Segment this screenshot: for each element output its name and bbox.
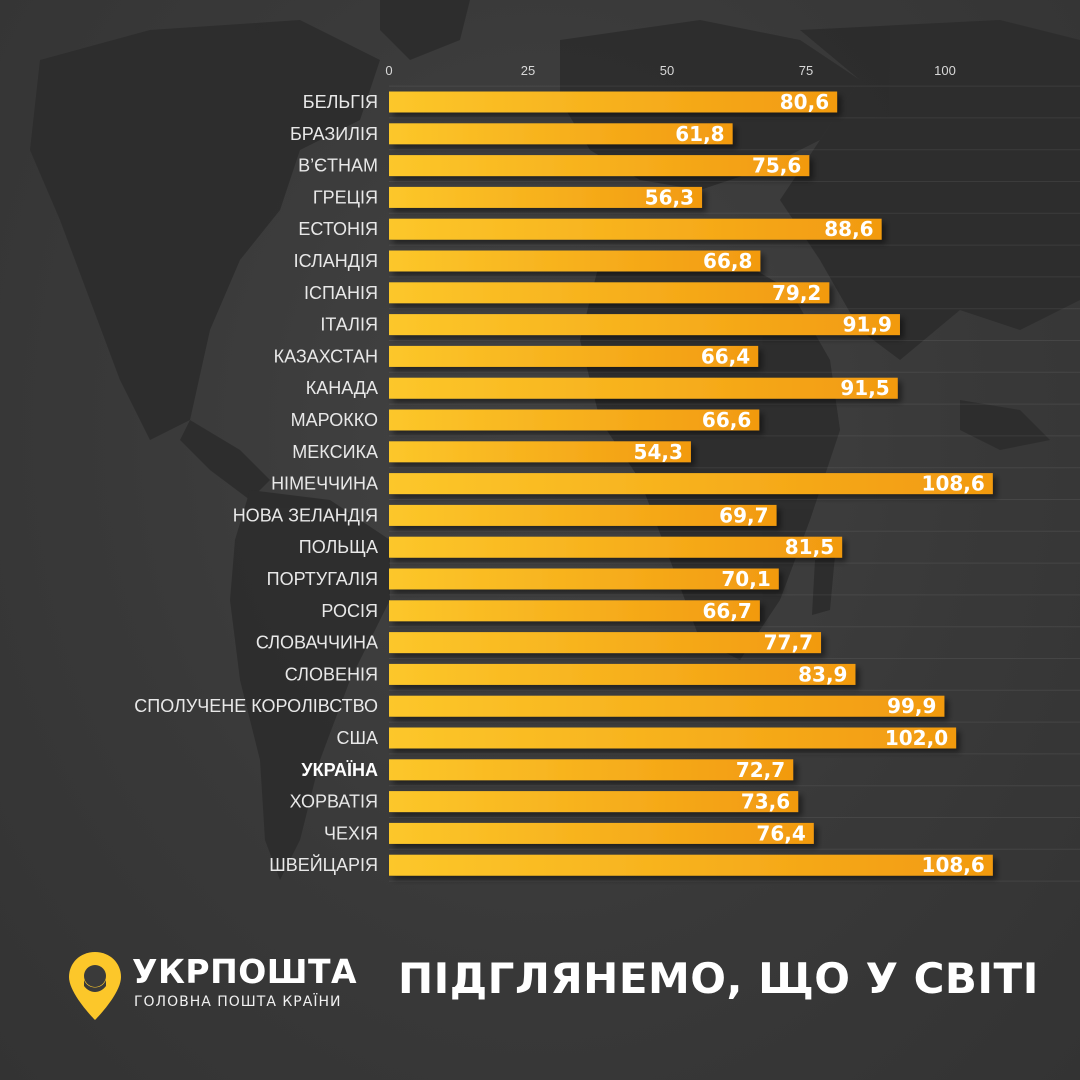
value-label: 73,6 <box>741 790 790 814</box>
category-label: ІСЛАНДІЯ <box>294 251 378 271</box>
grid-lines <box>389 85 1080 882</box>
category-label: МАРОККО <box>291 410 378 430</box>
islands-shape <box>960 400 1050 450</box>
brand-name: УКРПОШТА <box>132 952 358 991</box>
headline: ПІДГЛЯНЕМО, ЩО У СВІТІ <box>398 954 1039 1003</box>
value-label: 83,9 <box>798 662 847 686</box>
category-label: ІТАЛІЯ <box>320 315 378 335</box>
category-label: ГРЕЦІЯ <box>313 187 378 207</box>
value-label: 66,4 <box>701 344 750 368</box>
bar <box>389 91 838 113</box>
bar <box>389 409 760 431</box>
value-label: 81,5 <box>785 535 834 559</box>
location-pin-icon <box>69 952 121 1020</box>
x-tick-label: 100 <box>934 63 956 78</box>
madagascar-shape <box>812 555 835 615</box>
category-label: СЛОВЕНІЯ <box>285 664 378 684</box>
bar <box>389 314 900 336</box>
bar <box>389 791 799 813</box>
bar <box>389 250 761 272</box>
bar <box>389 504 777 526</box>
value-label: 108,6 <box>922 853 985 877</box>
x-axis-ticks: 0 25 50 75 100 <box>385 63 955 78</box>
bar <box>389 377 898 399</box>
x-tick-label: 50 <box>660 63 674 78</box>
value-label: 66,8 <box>703 249 752 273</box>
value-label: 61,8 <box>675 122 724 146</box>
bar <box>389 123 733 145</box>
category-label: НОВА ЗЕЛАНДІЯ <box>233 505 378 525</box>
value-label: 99,9 <box>887 694 936 718</box>
central-america-shape <box>180 420 270 500</box>
x-tick-label: 75 <box>799 63 813 78</box>
category-label: КАЗАХСТАН <box>274 346 378 366</box>
bar <box>389 727 957 749</box>
x-tick-label: 25 <box>521 63 535 78</box>
category-label: ІСПАНІЯ <box>304 283 378 303</box>
category-label: НІМЕЧЧИНА <box>271 474 378 494</box>
value-label: 80,6 <box>780 90 829 114</box>
bar <box>389 536 843 558</box>
category-label: ХОРВАТІЯ <box>290 792 378 812</box>
value-label: 77,7 <box>764 631 813 655</box>
bar <box>389 759 794 781</box>
category-label: ПОЛЬЩА <box>299 537 378 557</box>
bar <box>389 663 856 685</box>
ukrposhta-logo[interactable]: УКРПОШТА ГОЛОВНА ПОШТА КРАЇНИ <box>66 950 366 1030</box>
value-label: 91,9 <box>843 313 892 337</box>
value-label: 66,6 <box>702 408 751 432</box>
value-label: 108,6 <box>922 472 985 496</box>
bar <box>389 600 760 622</box>
south-america-shape <box>230 490 390 880</box>
bars: БЕЛЬГІЯ 80,6 БРАЗИЛІЯ 61,8 В’ЄТНАМ 75,6 ГРЕЦІЯ… <box>134 90 993 877</box>
category-label: СЛОВАЧЧИНА <box>256 633 378 653</box>
asia-shape <box>780 20 1080 360</box>
category-label: ЧЕХІЯ <box>324 823 378 843</box>
value-label: 102,0 <box>885 726 948 750</box>
bar <box>389 186 703 208</box>
bar <box>389 568 779 590</box>
category-label: СПОЛУЧЕНЕ КОРОЛІВСТВО <box>134 696 378 716</box>
bar <box>389 473 993 495</box>
category-label: В’ЄТНАМ <box>298 156 378 176</box>
value-label: 72,7 <box>736 758 785 782</box>
category-label: БЕЛЬГІЯ <box>303 92 378 112</box>
category-label: РОСІЯ <box>321 601 378 621</box>
bar <box>389 282 830 304</box>
value-label: 54,3 <box>634 440 683 464</box>
category-label: УКРАЇНА <box>301 760 378 780</box>
value-label: 88,6 <box>824 217 873 241</box>
category-label: БРАЗИЛІЯ <box>290 124 378 144</box>
bar <box>389 345 759 367</box>
value-label: 75,6 <box>752 154 801 178</box>
value-label: 69,7 <box>719 503 768 527</box>
value-label: 66,7 <box>702 599 751 623</box>
bar <box>389 155 810 177</box>
category-label: ШВЕЙЦАРІЯ <box>269 854 378 875</box>
category-label: ПОРТУГАЛІЯ <box>267 569 378 589</box>
bar <box>389 695 945 717</box>
value-label: 56,3 <box>645 185 694 209</box>
x-tick-label: 0 <box>385 63 392 78</box>
footer: УКРПОШТА ГОЛОВНА ПОШТА КРАЇНИ ПІДГЛЯНЕМО… <box>0 930 1080 1080</box>
category-label: КАНАДА <box>306 378 378 398</box>
bar <box>389 632 822 654</box>
greenland-shape <box>380 0 470 60</box>
value-label: 79,2 <box>772 281 821 305</box>
bar <box>389 854 993 876</box>
category-label: МЕКСИКА <box>292 442 378 462</box>
category-label: США <box>336 728 378 748</box>
value-label: 91,5 <box>840 376 889 400</box>
north-america-shape <box>30 20 380 440</box>
brand-tagline: ГОЛОВНА ПОШТА КРАЇНИ <box>134 994 342 1010</box>
bar <box>389 822 814 844</box>
category-label: ЕСТОНІЯ <box>298 219 378 239</box>
value-label: 70,1 <box>721 567 770 591</box>
bar <box>389 441 691 463</box>
bar <box>389 218 882 240</box>
value-label: 76,4 <box>756 821 805 845</box>
